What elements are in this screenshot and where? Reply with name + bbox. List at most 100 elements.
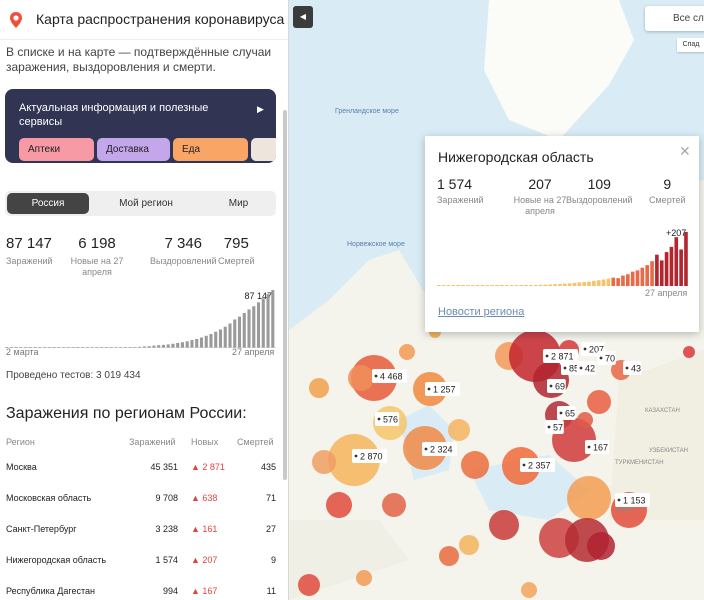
popup-chart-bar: [587, 281, 591, 286]
region-name: Нижегородская область: [6, 555, 107, 565]
chart-bar: [185, 341, 189, 348]
table-row[interactable]: Московская область 9 708 ▲ 638 71: [0, 493, 288, 523]
chart-bar: [247, 309, 251, 348]
bubble-label-box: [585, 440, 610, 454]
chart-bar: [166, 344, 170, 348]
table-row[interactable]: Санкт-Петербург 3 238 ▲ 161 27: [0, 524, 288, 554]
map-bubble[interactable]: [309, 378, 329, 398]
chip-delivery[interactable]: Доставка: [97, 138, 170, 161]
layers-button[interactable]: Спад: [677, 38, 704, 52]
bubble-label-box: [543, 349, 578, 363]
popup-chart-bar: [514, 285, 519, 286]
bubble-label-box: [597, 351, 616, 365]
map-bubble[interactable]: [521, 582, 537, 598]
header-deaths: Смертей: [237, 437, 274, 447]
map-bubble[interactable]: [298, 574, 320, 596]
region-new: ▲ 207: [191, 555, 218, 565]
region-name: Московская область: [6, 493, 92, 503]
table-row[interactable]: Нижегородская область 1 574 ▲ 207 9: [0, 555, 288, 585]
map-bubble[interactable]: [382, 493, 406, 517]
popup-chart-bar: [543, 284, 548, 286]
table-row[interactable]: Москва 45 351 ▲ 2 871 435: [0, 462, 288, 492]
scope-tabs: Россия Мой регион Мир: [5, 191, 276, 216]
header-region: Регион: [6, 437, 35, 447]
chart-end-label: 27 апреля: [232, 347, 275, 357]
chevron-right-icon[interactable]: ▶: [257, 104, 264, 114]
bubble-layer: [298, 326, 695, 598]
map-bubble[interactable]: [459, 535, 479, 555]
panel-scrollbar[interactable]: [283, 110, 287, 480]
map-bubble[interactable]: [439, 546, 459, 566]
map-search-input[interactable]: Все слу: [645, 6, 704, 31]
map-bubble[interactable]: [326, 492, 352, 518]
bubble-label[interactable]: 65: [557, 406, 576, 420]
bubble-label[interactable]: 4 468: [372, 369, 407, 383]
map-bubble[interactable]: [356, 570, 372, 586]
popup-chart-bar: [645, 265, 650, 286]
map-bubble[interactable]: [312, 450, 336, 474]
chip-pharmacies[interactable]: Аптеки: [19, 138, 94, 161]
country-iran: ИРАН: [617, 508, 633, 514]
chip-more[interactable]: [251, 138, 276, 161]
bubble-label[interactable]: 576: [375, 412, 400, 426]
map-bubble[interactable]: [587, 532, 615, 560]
intro-text: В списке и на карте — подтверждённые слу…: [6, 45, 272, 74]
map-bubble[interactable]: [489, 510, 519, 540]
bubble-label[interactable]: 2 871: [543, 349, 578, 363]
map-bubble[interactable]: [448, 419, 470, 441]
bubble-label-box: [623, 361, 642, 375]
map-bubble[interactable]: [567, 476, 611, 520]
stat-label: Заражений: [6, 256, 53, 266]
popup-chart-bar: [635, 270, 640, 286]
stat-value: 87 147: [6, 235, 52, 252]
popup-title: Нижегородская область: [438, 149, 594, 165]
region-deaths: 9: [270, 555, 276, 565]
popup-chart-bar: [563, 283, 567, 286]
bubble-label[interactable]: 70: [597, 351, 616, 365]
bubble-label[interactable]: 2 357: [520, 458, 555, 472]
bubble-label[interactable]: 1 257: [425, 382, 460, 396]
map-bubble[interactable]: [348, 365, 374, 391]
bubble-label-box: [545, 420, 564, 434]
map-bubble[interactable]: [399, 344, 415, 360]
info-card[interactable]: Актуальная информация и полезные сервисы…: [5, 89, 276, 163]
chart-bar: [180, 342, 184, 348]
map-bubble[interactable]: [683, 346, 695, 358]
bubble-label[interactable]: 57: [545, 420, 564, 434]
region-news-link[interactable]: Новости региона: [438, 306, 525, 318]
table-row[interactable]: Республика Дагестан 994 ▲ 167 11: [0, 586, 288, 600]
popup-chart-bar: [650, 261, 654, 286]
popup-chart-bar: [529, 285, 533, 286]
bubble-label-dot: [617, 498, 621, 502]
left-panel: Карта распространения коронавируса в ...…: [0, 0, 289, 600]
bubble-label[interactable]: 42: [577, 361, 596, 375]
popup-chart-bar: [592, 280, 596, 286]
tab-world[interactable]: Мир: [228, 198, 249, 209]
country-kazakhstan: КАЗАХСТАН: [645, 408, 680, 414]
stat-value: 109: [587, 176, 611, 192]
tab-my-region[interactable]: Мой регион: [119, 198, 173, 209]
popup-chart-bar: [533, 284, 538, 286]
stat-label: Заражений: [437, 195, 484, 205]
region-cases: 994: [162, 586, 178, 596]
chart-bar: [256, 302, 261, 348]
tab-russia[interactable]: Россия: [7, 193, 89, 214]
bubble-label[interactable]: 2 324: [422, 442, 457, 456]
chart-bar: [171, 343, 175, 348]
bubble-label[interactable]: 43: [623, 361, 642, 375]
bubble-label[interactable]: 69: [547, 379, 566, 393]
map-bubble[interactable]: [577, 412, 593, 428]
panel-header: Карта распространения коронавируса в ...: [0, 0, 288, 40]
collapse-panel-button[interactable]: ◀: [293, 6, 313, 28]
bubble-label[interactable]: 1 153: [615, 493, 650, 507]
close-icon[interactable]: ✕: [679, 143, 691, 159]
popup-chart-bar: [475, 285, 480, 286]
map-bubble[interactable]: [461, 451, 489, 479]
bubble-label[interactable]: 85: [561, 361, 580, 375]
stat-label: Выздоровлений: [150, 256, 217, 266]
chip-food[interactable]: Еда: [173, 138, 248, 161]
bubble-label[interactable]: 2 870: [352, 449, 387, 463]
bubble-label-dot: [354, 454, 358, 458]
map-bubble[interactable]: [587, 390, 611, 414]
bubble-label[interactable]: 167: [585, 440, 610, 454]
